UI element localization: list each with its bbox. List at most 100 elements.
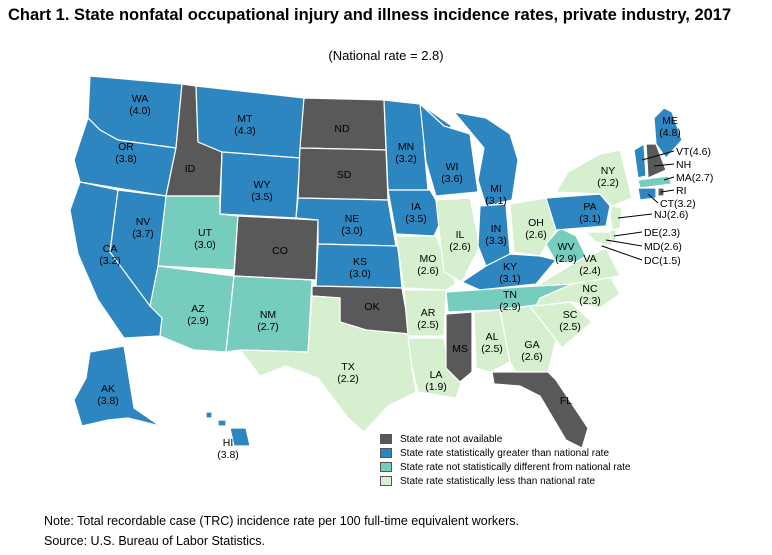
state-abbr-id: ID [185, 163, 196, 175]
state-ma [637, 175, 673, 189]
state-rate-wv: (2.9) [555, 253, 577, 265]
state-abbr-va: VA [583, 253, 596, 265]
leader-line-md [605, 239, 643, 247]
leader-line-nh [653, 163, 675, 167]
leader-line-nj [617, 213, 653, 219]
state-abbr-oh: OH [528, 217, 544, 229]
state-abbr-nv: NV [136, 216, 151, 228]
state-rate-mi: (3.1) [485, 195, 507, 207]
state-abbr-ms: MS [452, 343, 468, 355]
state-rate-la: (1.9) [425, 381, 447, 393]
state-rate-az: (2.9) [187, 315, 209, 327]
source-text: Source: U.S. Bureau of Labor Statistics. [44, 534, 265, 548]
state-va [535, 247, 621, 287]
state-abbr-hi: HI [223, 437, 234, 449]
leader-line-dc [601, 245, 643, 261]
state-abbr-ne: NE [345, 213, 360, 225]
state-abbr-ut: UT [198, 227, 213, 239]
state-wi [419, 103, 479, 197]
state-rate-ky: (3.1) [499, 273, 521, 285]
state-abbr-mt: MT [237, 113, 253, 125]
state-abbr-wy: WY [254, 179, 271, 191]
state-rate-or: (3.8) [115, 153, 137, 165]
state-label-nh: NH [676, 159, 691, 171]
state-abbr-mo: MO [420, 253, 437, 265]
state-hi [205, 411, 251, 447]
leader-line-ct [647, 193, 659, 204]
state-rate-oh: (2.6) [525, 229, 547, 241]
state-abbr-ga: GA [524, 339, 539, 351]
state-abbr-ca: CA [103, 243, 118, 255]
legend-item-na: State rate not available [380, 432, 631, 446]
state-abbr-nd: ND [334, 123, 350, 135]
state-abbr-az: AZ [191, 303, 205, 315]
state-rate-pa: (3.1) [579, 213, 601, 225]
state-rate-mn: (3.2) [395, 153, 417, 165]
state-md [585, 231, 613, 247]
state-ny [555, 149, 633, 207]
state-ms [445, 311, 473, 383]
legend-label: State rate not statistically different f… [400, 461, 631, 473]
state-abbr-in: IN [491, 223, 502, 235]
legend-label: State rate statistically greater than na… [400, 447, 610, 459]
state-abbr-la: LA [430, 369, 443, 381]
state-label-ma: MA(2.7) [676, 172, 713, 184]
state-rate-wy: (3.5) [251, 191, 273, 203]
state-abbr-ky: KY [503, 261, 517, 273]
leader-line-ma [663, 176, 675, 181]
state-rate-nv: (3.7) [132, 228, 154, 240]
state-rate-nc: (2.3) [579, 295, 601, 307]
legend-label: State rate statistically less than natio… [400, 475, 596, 487]
state-rate-ak: (3.8) [97, 395, 119, 407]
leader-line-de [613, 231, 643, 237]
state-rate-me: (4.8) [659, 127, 681, 139]
state-rate-in: (3.3) [485, 235, 507, 247]
state-abbr-sc: SC [563, 309, 578, 321]
state-nh [645, 143, 667, 179]
state-abbr-nc: NC [582, 283, 598, 295]
state-abbr-wa: WA [132, 93, 149, 105]
state-label-ri: RI [676, 185, 687, 197]
state-al [473, 309, 511, 373]
legend-item-less: State rate statistically less than natio… [380, 474, 631, 488]
state-pa [545, 193, 611, 231]
state-rate-tx: (2.2) [337, 373, 359, 385]
state-rate-mt: (4.3) [234, 125, 256, 137]
state-abbr-il: IL [456, 229, 465, 241]
legend-swatch [380, 448, 392, 458]
state-rate-il: (2.6) [449, 241, 471, 253]
state-rate-hi: (3.8) [217, 449, 239, 461]
note-text: Note: Total recordable case (TRC) incide… [44, 514, 519, 528]
state-abbr-ar: AR [421, 307, 436, 319]
state-abbr-ks: KS [353, 256, 367, 268]
legend-item-greater: State rate statistically greater than na… [380, 446, 631, 460]
state-abbr-fl: FL [560, 395, 572, 407]
state-rate-ga: (2.6) [521, 351, 543, 363]
state-label-ct: CT(3.2) [660, 198, 696, 210]
state-label-dc: DC(1.5) [644, 255, 681, 267]
legend-swatch [380, 476, 392, 486]
state-rate-ne: (3.0) [341, 225, 363, 237]
state-rate-tn: (2.9) [499, 301, 521, 313]
state-abbr-tn: TN [503, 289, 517, 301]
legend-swatch [380, 434, 392, 444]
state-abbr-wv: WV [558, 241, 575, 253]
state-rate-ia: (3.5) [405, 213, 427, 225]
state-rate-ut: (3.0) [194, 239, 216, 251]
leader-line-vt [641, 150, 675, 161]
state-rate-mo: (2.6) [417, 265, 439, 277]
state-abbr-ny: NY [601, 165, 616, 177]
legend-item-same: State rate not statistically different f… [380, 460, 631, 474]
state-ar [403, 289, 447, 337]
state-abbr-co: CO [272, 245, 288, 257]
state-rate-al: (2.5) [481, 343, 503, 355]
state-rate-ny: (2.2) [597, 177, 619, 189]
state-abbr-ok: OK [364, 301, 379, 313]
state-rate-nm: (2.7) [257, 321, 279, 333]
state-label-vt: VT(4.6) [676, 146, 711, 158]
state-abbr-ak: AK [101, 383, 115, 395]
state-abbr-mi: MI [490, 183, 502, 195]
state-abbr-al: AL [486, 331, 499, 343]
states-layer [69, 75, 683, 449]
